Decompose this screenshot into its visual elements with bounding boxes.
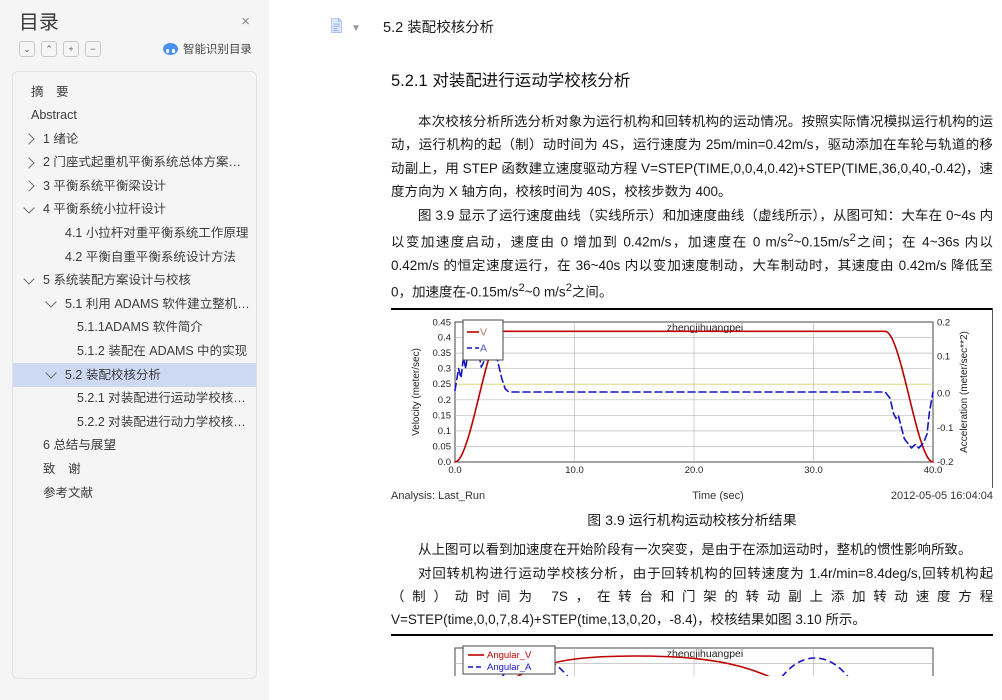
svg-text:0.1: 0.1 [937,352,950,363]
svg-text:0.4: 0.4 [438,333,451,344]
svg-text:0.15: 0.15 [433,411,452,422]
svg-text:zhengjihuangpei: zhengjihuangpei [667,322,743,334]
svg-text:A: A [480,343,487,355]
svg-text:-0.1: -0.1 [937,423,953,434]
svg-text:0.3: 0.3 [438,364,451,375]
svg-text:Acceleration (meter/sec**2): Acceleration (meter/sec**2) [959,331,970,453]
svg-text:V: V [480,327,487,339]
svg-text:zhengjihuangpei: zhengjihuangpei [667,648,743,660]
svg-text:0.0: 0.0 [937,389,950,400]
svg-text:0.45: 0.45 [433,318,452,329]
svg-text:Angular_A: Angular_A [487,662,532,673]
svg-text:0.2: 0.2 [438,395,451,406]
svg-text:0.25: 0.25 [433,379,452,390]
svg-text:10.0: 10.0 [565,465,584,476]
svg-text:Velocity (meter/sec): Velocity (meter/sec) [411,348,422,436]
svg-text:0.05: 0.05 [433,442,452,453]
svg-text:0.1: 0.1 [438,426,451,437]
svg-text:30.0: 30.0 [804,465,823,476]
svg-text:40.0: 40.0 [924,465,943,476]
svg-text:0.0: 0.0 [448,465,461,476]
svg-text:0.2: 0.2 [937,318,950,329]
svg-text:0.35: 0.35 [433,348,452,359]
svg-text:20.0: 20.0 [685,465,704,476]
svg-text:Angular_V: Angular_V [487,650,532,661]
